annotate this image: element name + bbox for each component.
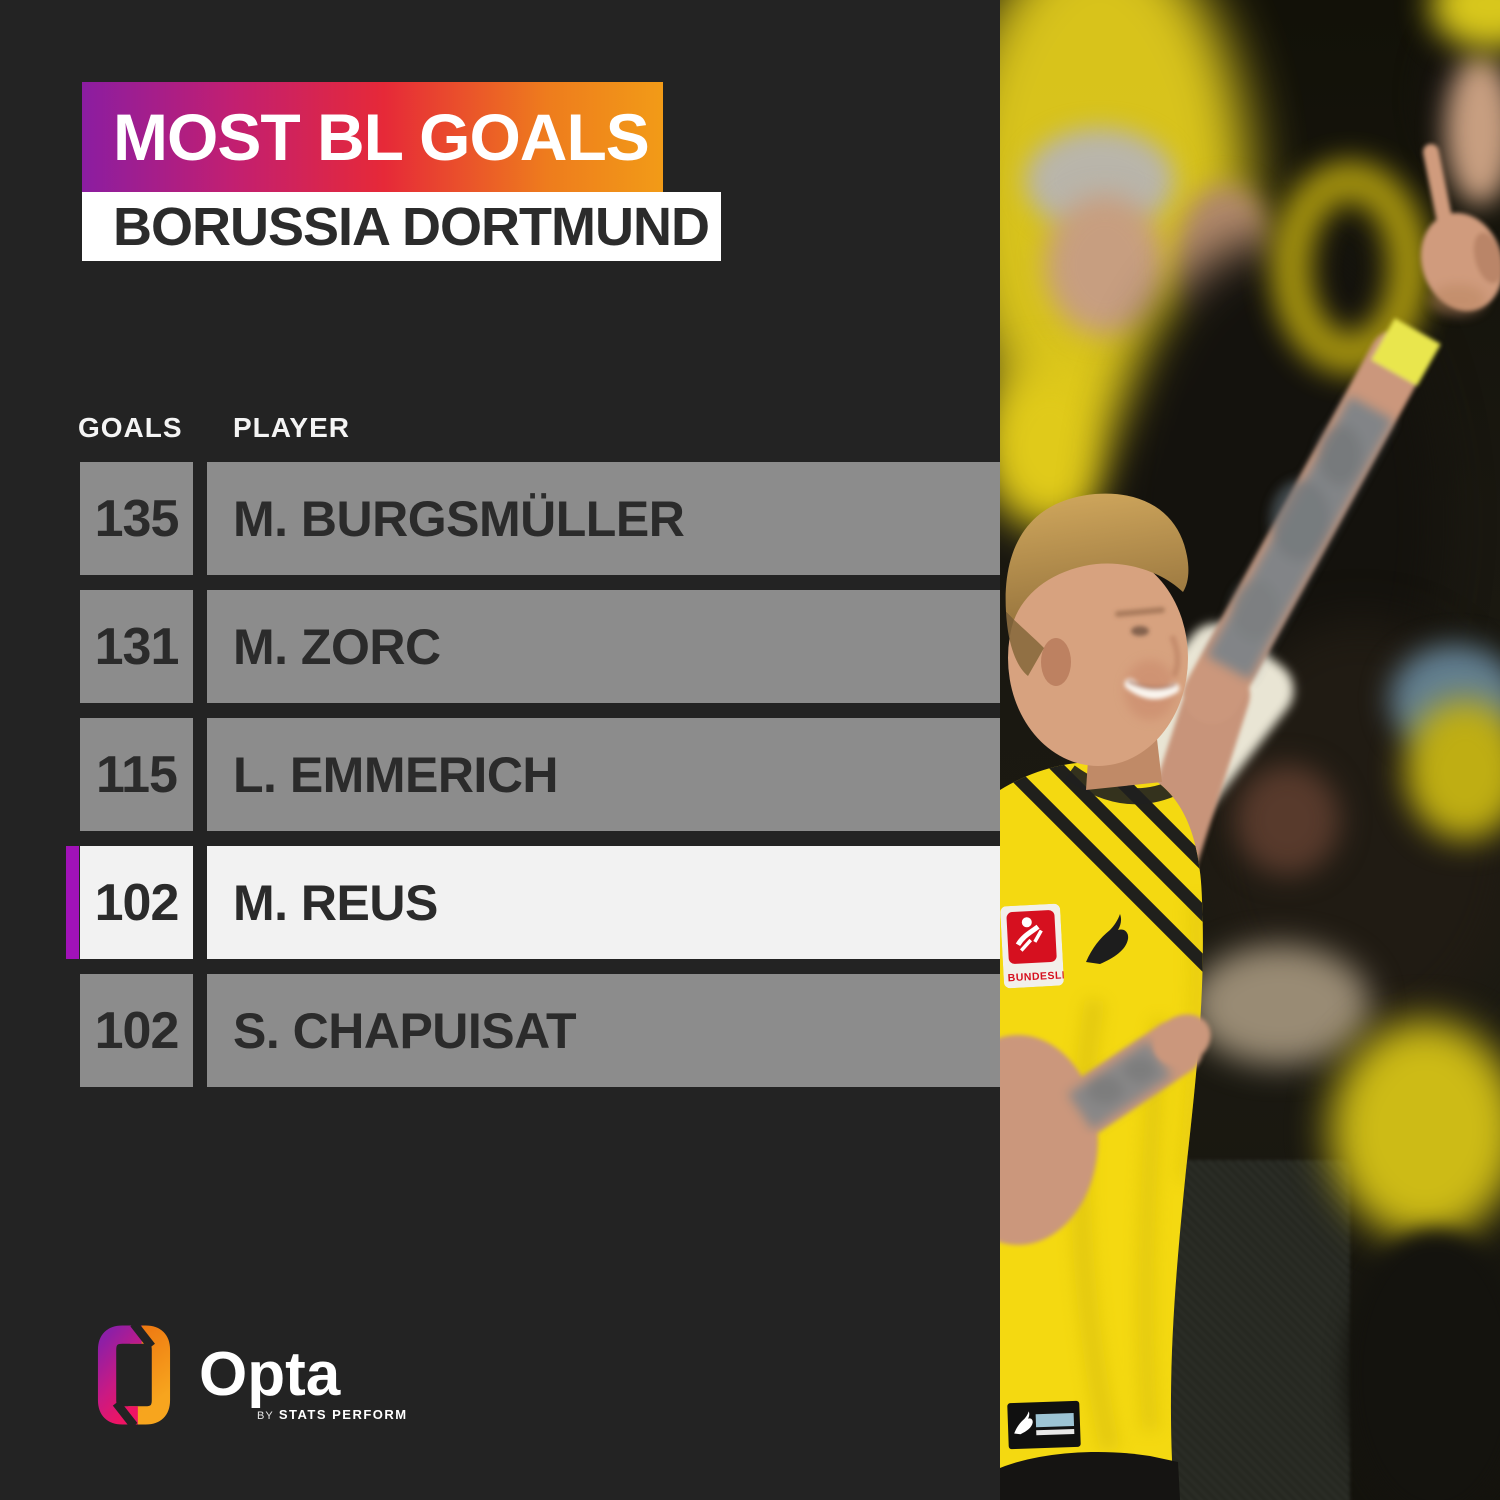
- hair-side: [1006, 612, 1044, 676]
- player-name: L. EMMERICH: [233, 746, 559, 803]
- opta-byline: BY STATS PERFORM: [257, 1407, 408, 1422]
- player-head: [1005, 493, 1189, 790]
- highlight-accent-bar: [66, 846, 79, 959]
- bundesliga-runner-icon: [1015, 917, 1043, 952]
- ear: [1041, 638, 1071, 686]
- goals-value: 102: [94, 1001, 180, 1060]
- hair: [1005, 493, 1189, 620]
- nose-shade: [1169, 634, 1181, 678]
- goals-value: 131: [94, 617, 180, 676]
- player-name: M. REUS: [233, 874, 438, 931]
- goals-cell: 102: [80, 974, 193, 1087]
- arm-tattoos: [1206, 395, 1394, 681]
- table-row: 131 M. ZORC: [0, 590, 1000, 703]
- opta-wordmark: Opta: [199, 1340, 341, 1409]
- bundesliga-patch: BUNDESLIGA: [1000, 903, 1082, 989]
- column-header-player: PLAYER: [233, 412, 351, 443]
- goals-value: 115: [96, 745, 178, 804]
- table-row: 102 M. REUS: [0, 846, 1000, 959]
- forearm-tattoos: [1067, 1039, 1173, 1131]
- left-arm: [1000, 1014, 1211, 1245]
- photo-crowd-face-blob: [1445, 55, 1500, 205]
- subtitle-bar: BORUSSIA DORTMUND: [82, 192, 721, 261]
- jersey-hem-tag: [1007, 1400, 1081, 1450]
- goals-value: 135: [94, 489, 180, 548]
- player-cell: S. CHAPUISAT: [207, 974, 1000, 1087]
- puma-logo-icon: [1086, 914, 1129, 964]
- table-row: 102 S. CHAPUISAT: [0, 974, 1000, 1087]
- bundesliga-patch-text: BUNDESLIGA: [1007, 968, 1082, 984]
- column-header-goals: GOALS: [78, 412, 183, 443]
- photo-background-dark-blob: [1345, 1230, 1500, 1500]
- goals-cell: 135: [80, 462, 193, 575]
- goals-cell: 115: [80, 718, 193, 831]
- table-row: 135 M. BURGSMÜLLER: [0, 462, 1000, 575]
- opta-byline-prefix: BY: [257, 1410, 274, 1422]
- photo-background-yellow-blob: [1330, 1020, 1500, 1240]
- opta-byline-text: STATS PERFORM: [278, 1407, 408, 1422]
- player-name: M. BURGSMÜLLER: [233, 490, 685, 547]
- left-hand: [1153, 1014, 1211, 1066]
- photo-crowd-face-blob: [1045, 195, 1165, 335]
- smile: [1124, 678, 1180, 700]
- lip-line: [1127, 679, 1177, 691]
- jersey-collar: [1065, 765, 1182, 805]
- photo-player-figure: BUNDESLIGA: [1000, 144, 1500, 1500]
- opta-logo-icon: [97, 1325, 171, 1425]
- photo-marco-reus: BUNDESLIGA: [1000, 0, 1500, 1500]
- player-name: S. CHAPUISAT: [233, 1002, 577, 1059]
- pointing-hand: [1420, 144, 1500, 316]
- photo-background-yellow-blob: [1405, 700, 1500, 840]
- player-cell: L. EMMERICH: [207, 718, 1000, 831]
- title-banner: MOST BL GOALS: [82, 82, 663, 192]
- table-row: 115 L. EMMERICH: [0, 718, 1000, 831]
- goals-cell: 131: [80, 590, 193, 703]
- puma-tag-icon: [1014, 1411, 1033, 1435]
- photo-background-head-blob: [1235, 765, 1340, 875]
- goals-value: 102: [94, 873, 180, 932]
- black-shorts: [1000, 1452, 1180, 1500]
- photo-railing-blob: [1190, 945, 1370, 1065]
- player-name: M. ZORC: [233, 618, 441, 675]
- page-subtitle: BORUSSIA DORTMUND: [113, 196, 710, 257]
- raised-arm: [1133, 144, 1500, 892]
- page-title: MOST BL GOALS: [113, 100, 650, 174]
- goals-cell: 102: [80, 846, 193, 959]
- player-cell: M. REUS: [207, 846, 1000, 959]
- player-cell: M. BURGSMÜLLER: [207, 462, 1000, 575]
- player-cell: M. ZORC: [207, 590, 1000, 703]
- eyebrow: [1115, 607, 1165, 617]
- yellow-wristband: [1371, 318, 1441, 386]
- eye: [1131, 626, 1149, 636]
